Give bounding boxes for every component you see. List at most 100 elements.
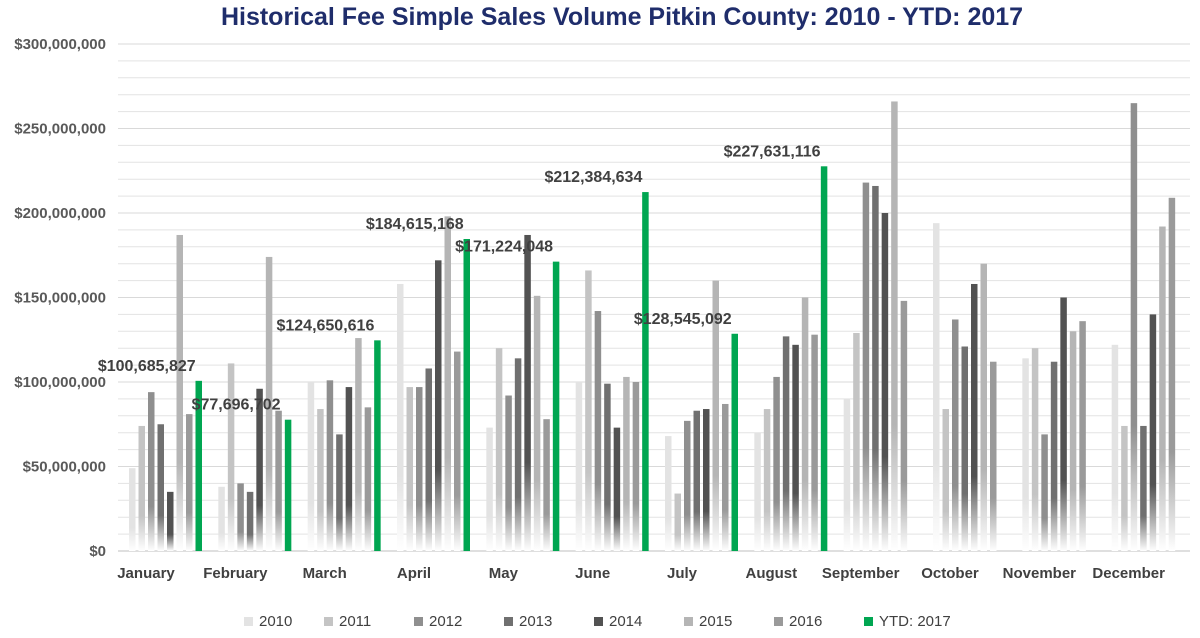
legend-label: 2011 xyxy=(339,613,371,630)
bar-november-2015 xyxy=(1069,331,1077,551)
bar-march-2013 xyxy=(336,434,343,551)
bar-october-2011 xyxy=(942,409,949,551)
bar-june-2010 xyxy=(575,382,583,551)
bar-august-2011 xyxy=(763,409,771,551)
legend-label: 2013 xyxy=(519,613,552,630)
x-tick-label: July xyxy=(667,565,698,582)
legend-label: 2015 xyxy=(699,613,732,630)
bar-june-ytd-2017 xyxy=(642,192,649,552)
bar-october-2013 xyxy=(961,346,968,551)
x-tick-label: December xyxy=(1092,565,1165,582)
bar-november-2013 xyxy=(1050,361,1058,551)
bar-september-2011 xyxy=(853,332,860,551)
data-label: $124,650,616 xyxy=(276,317,374,334)
bar-july-2011 xyxy=(674,493,681,551)
bar-march-2012 xyxy=(326,380,334,551)
bar-january-2011 xyxy=(138,425,145,551)
data-label: $77,696,702 xyxy=(192,397,281,414)
bar-december-2016 xyxy=(1168,197,1176,552)
bar-september-2016 xyxy=(900,300,908,551)
bar-may-2011 xyxy=(495,348,503,551)
x-tick-label: March xyxy=(303,565,347,582)
bar-june-2015 xyxy=(623,376,630,551)
bar-december-2010 xyxy=(1111,344,1119,551)
bar-january-2015 xyxy=(176,234,183,551)
bar-september-2015 xyxy=(891,101,898,552)
bar-may-ytd-2017 xyxy=(552,261,560,551)
data-labels: $100,685,827 $77,696,702 $124,650,616 $184,… xyxy=(98,143,821,413)
legend-swatch xyxy=(594,617,603,626)
legend: 2010 2011 2012 2013 2014 2015 2016 YTD: 2017 xyxy=(244,613,951,630)
y-tick-label: $0 xyxy=(89,543,106,560)
bar-october-2015 xyxy=(980,263,987,551)
bar-august-2014 xyxy=(792,344,799,551)
chart-title: Historical Fee Simple Sales Volume Pitki… xyxy=(221,3,1023,31)
bar-january-2010 xyxy=(129,468,136,551)
bar-july-2010 xyxy=(665,436,672,551)
bar-december-2015 xyxy=(1159,226,1166,551)
data-label: $100,685,827 xyxy=(98,358,196,375)
bar-june-2014 xyxy=(613,427,621,551)
bars xyxy=(129,101,1176,552)
bar-february-ytd-2017 xyxy=(284,419,292,551)
bar-february-2016 xyxy=(275,410,282,551)
bar-july-2014 xyxy=(703,409,710,551)
bar-january-2013 xyxy=(157,424,164,551)
bar-december-2011 xyxy=(1121,425,1128,551)
gridlines: $0 $50,000,000 $100,000,000 $150,000,000 $20… xyxy=(14,36,1190,560)
x-tick-label: August xyxy=(745,565,797,582)
bar-september-2010 xyxy=(843,398,851,551)
bar-march-ytd-2017 xyxy=(374,340,381,551)
bar-september-2013 xyxy=(872,185,879,551)
y-tick-label: $200,000,000 xyxy=(14,205,106,222)
bar-march-2015 xyxy=(355,338,362,551)
legend-label: 2012 xyxy=(429,613,462,630)
bar-may-2016 xyxy=(543,419,550,551)
bar-march-2014 xyxy=(345,387,353,551)
bar-june-2016 xyxy=(632,382,640,551)
bar-april-2012 xyxy=(416,387,423,551)
x-tick-label: May xyxy=(489,565,519,582)
data-label: $184,615,168 xyxy=(366,216,464,233)
bar-november-2011 xyxy=(1031,348,1039,551)
x-axis: January February March April May June July Augu… xyxy=(117,565,1165,582)
bar-may-2015 xyxy=(533,295,541,551)
bar-july-ytd-2017 xyxy=(731,333,738,551)
bar-july-2012 xyxy=(684,420,691,551)
bar-may-2010 xyxy=(486,427,493,551)
bar-january-ytd-2017 xyxy=(195,380,202,551)
x-tick-label: June xyxy=(575,565,610,582)
legend-label: 2014 xyxy=(609,613,642,630)
bar-june-2011 xyxy=(585,270,592,551)
bar-may-2014 xyxy=(524,234,531,551)
legend-swatch xyxy=(684,617,693,626)
data-label: $227,631,116 xyxy=(724,143,821,160)
data-label: $212,384,634 xyxy=(544,169,642,186)
bar-october-2016 xyxy=(990,361,997,551)
bar-february-2015 xyxy=(265,256,273,551)
bar-february-2012 xyxy=(237,483,244,551)
y-tick-label: $300,000,000 xyxy=(14,36,106,53)
legend-swatch xyxy=(324,617,333,626)
bar-january-2014 xyxy=(167,491,174,551)
bar-july-2016 xyxy=(722,403,729,551)
y-tick-label: $50,000,000 xyxy=(23,459,106,476)
x-tick-label: September xyxy=(822,565,900,582)
bar-august-2013 xyxy=(782,336,790,551)
bar-may-2013 xyxy=(514,358,522,551)
data-label: $128,545,092 xyxy=(634,311,732,328)
bar-february-2011 xyxy=(227,363,235,551)
bar-december-2012 xyxy=(1130,103,1138,552)
bar-july-2013 xyxy=(693,410,700,551)
bar-november-2012 xyxy=(1041,434,1048,551)
x-tick-label: October xyxy=(921,565,979,582)
bar-march-2011 xyxy=(317,409,324,551)
bar-march-2016 xyxy=(364,407,372,551)
x-tick-label: April xyxy=(397,565,431,582)
bar-august-2015 xyxy=(801,297,809,551)
bar-february-2013 xyxy=(246,491,254,551)
data-label: $171,224,048 xyxy=(455,239,553,256)
legend-label: 2016 xyxy=(789,613,822,630)
legend-swatch xyxy=(504,617,513,626)
